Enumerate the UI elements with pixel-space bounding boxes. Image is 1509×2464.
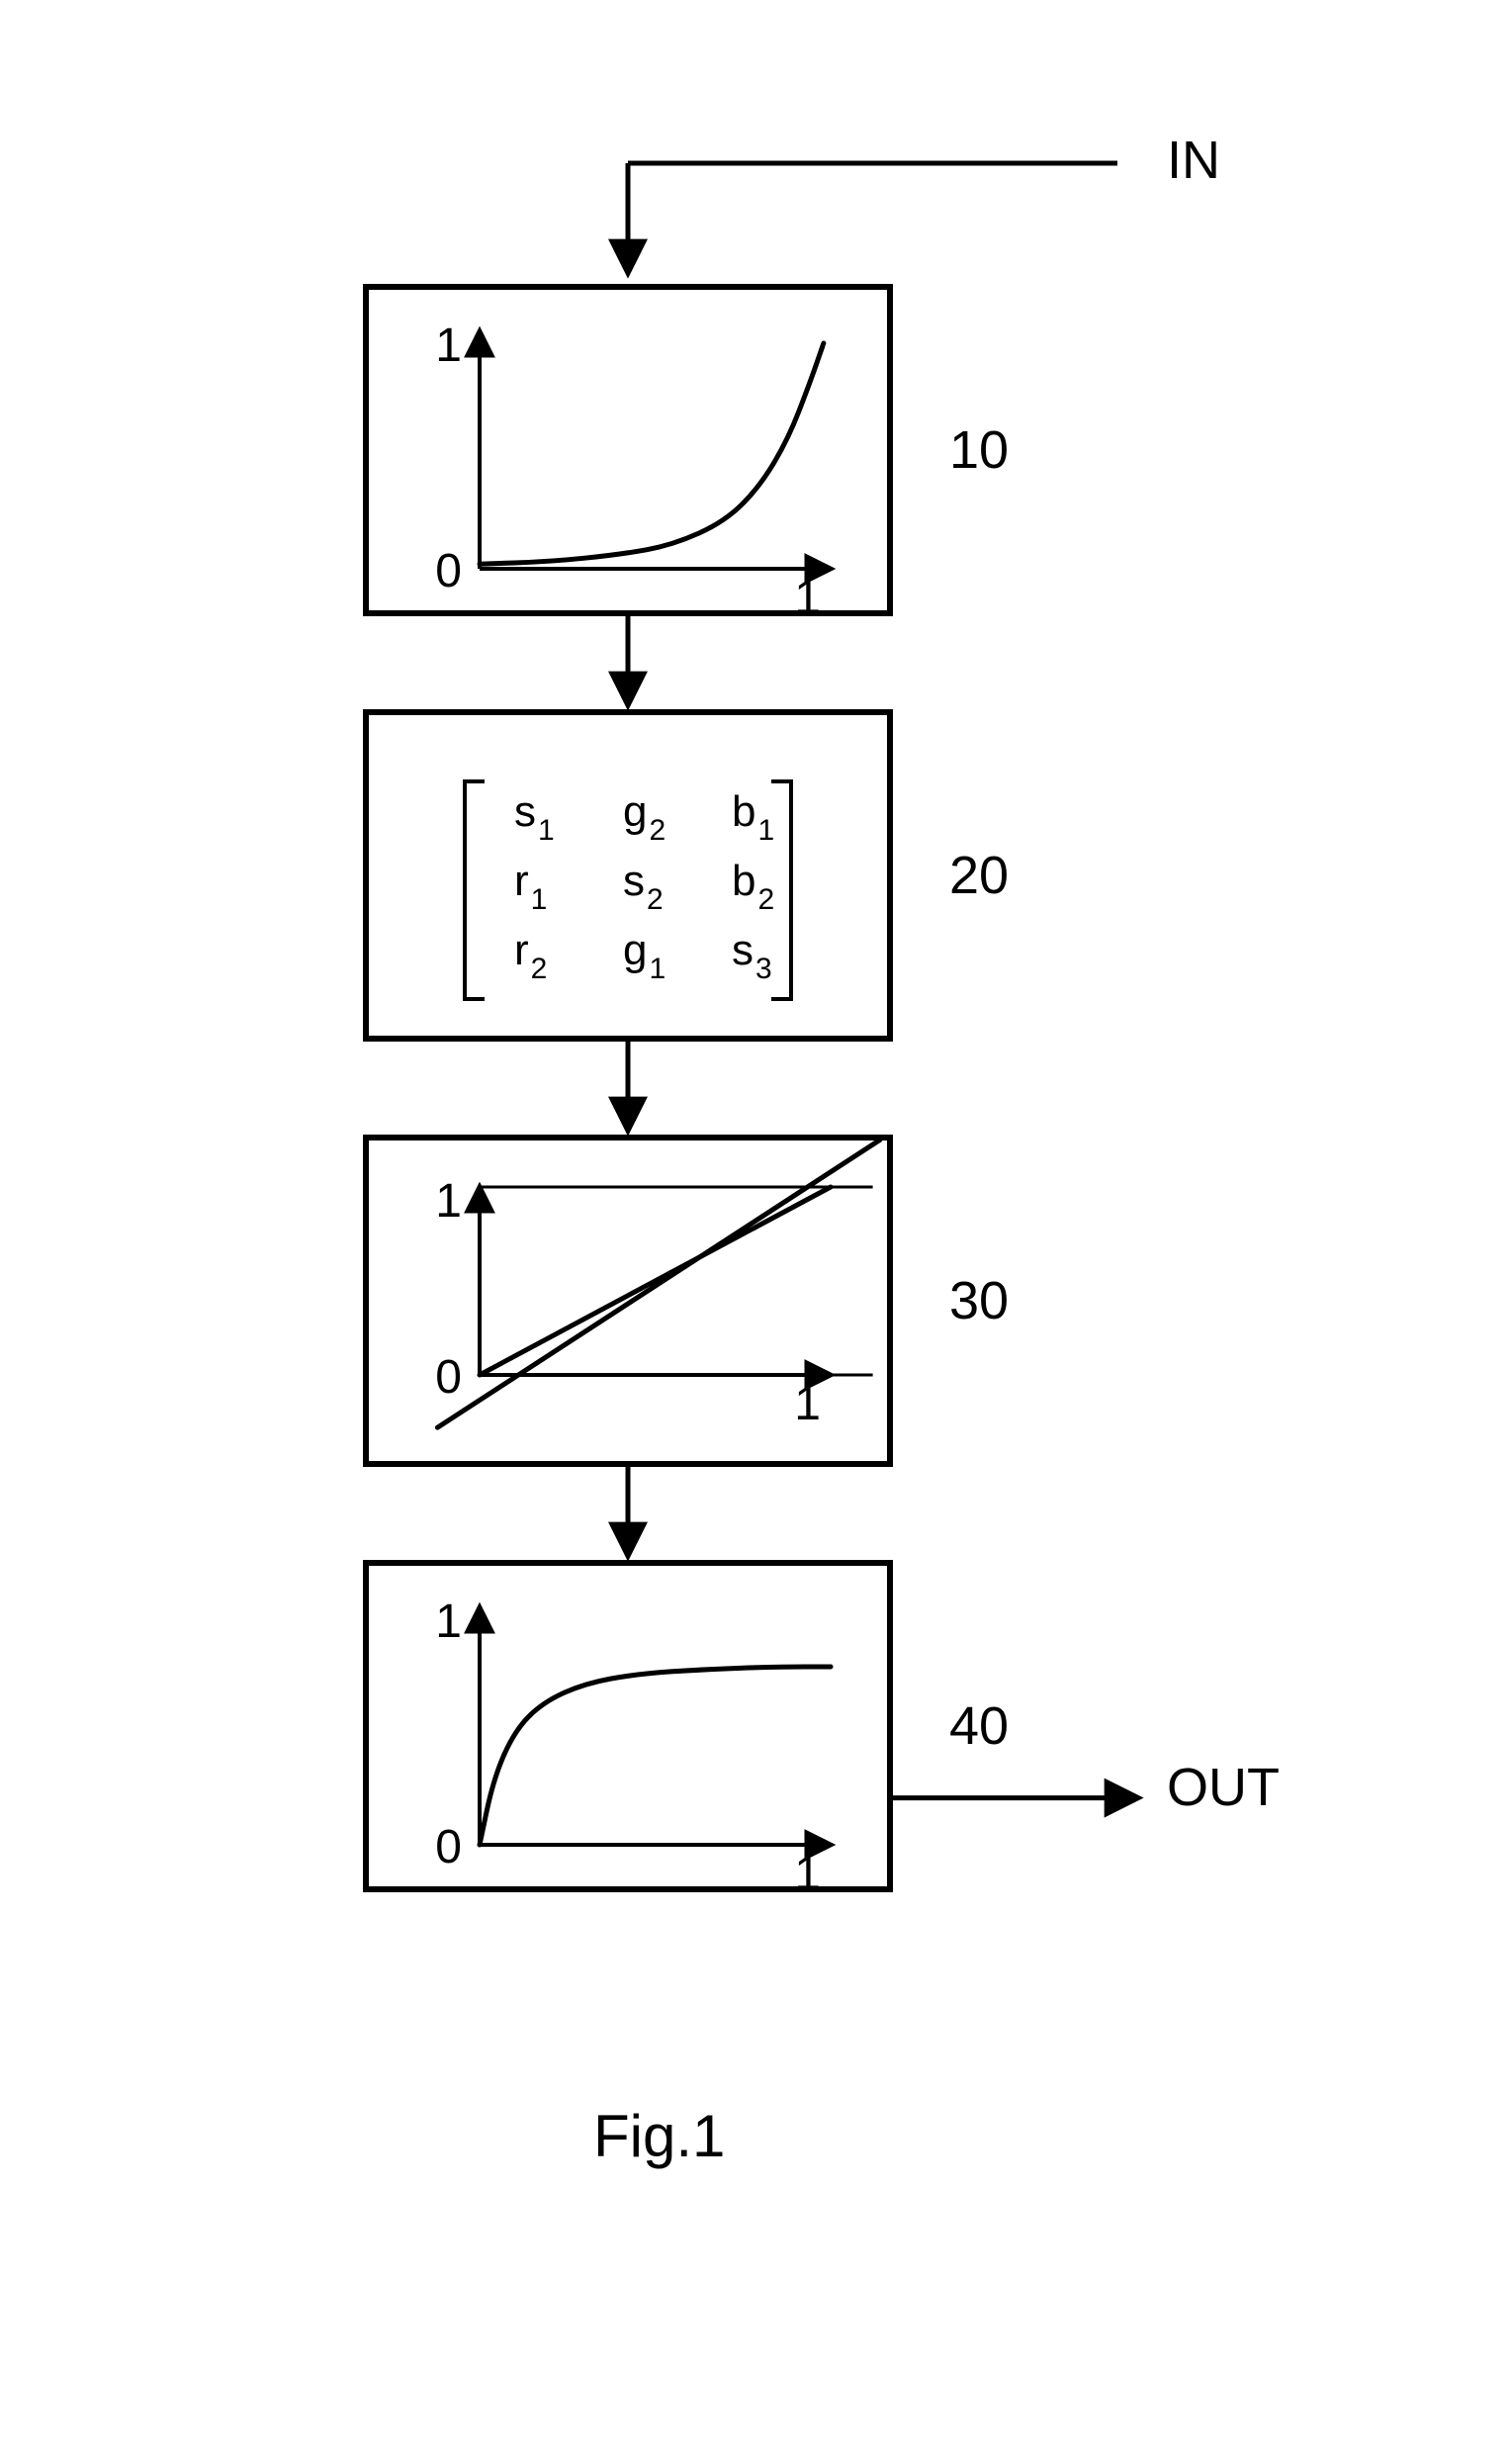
block-label: 30 [949, 1271, 1009, 1330]
matrix-cell: b1 [732, 787, 774, 847]
block-10: 0 1 1 [366, 287, 890, 624]
svg-text:1: 1 [435, 1596, 462, 1648]
diagram-canvas: IN 0 1 1 10 s1 g2 b1 r1 s2 b2 r2 g1 s3 20 0 1 1 30 0 1 1 40 OUT… [0, 0, 1509, 2464]
svg-text:0: 0 [435, 545, 462, 597]
curve [480, 1187, 831, 1375]
matrix-cell: s3 [732, 926, 772, 985]
svg-text:1: 1 [435, 1175, 462, 1228]
svg-text:1: 1 [794, 572, 821, 624]
svg-text:1: 1 [794, 1378, 821, 1430]
curve [480, 343, 824, 564]
matrix-cell: g1 [623, 926, 666, 985]
block-label: 40 [949, 1696, 1009, 1756]
svg-text:1: 1 [435, 319, 462, 372]
svg-text:1: 1 [794, 1848, 821, 1900]
block-label: 20 [949, 846, 1009, 905]
figure-caption: Fig.1 [593, 2103, 725, 2169]
block-20: s1 g2 b1 r1 s2 b2 r2 g1 s3 [366, 712, 890, 1039]
bracket-left [465, 781, 485, 999]
in-label: IN [1167, 131, 1220, 190]
matrix-cell: s2 [623, 857, 664, 916]
matrix-cell: r1 [514, 857, 547, 916]
matrix-cell: s1 [514, 787, 555, 847]
curve [480, 1667, 831, 1845]
out-label: OUT [1167, 1758, 1280, 1817]
matrix-cell: r2 [514, 926, 547, 985]
svg-text:0: 0 [435, 1821, 462, 1873]
block-label: 10 [949, 420, 1009, 480]
svg-text:0: 0 [435, 1351, 462, 1404]
matrix-cell: b2 [732, 857, 774, 916]
matrix-cell: g2 [623, 787, 666, 847]
block-40: 0 1 1 [366, 1563, 890, 1900]
block-30: 0 1 1 [366, 1138, 890, 1464]
